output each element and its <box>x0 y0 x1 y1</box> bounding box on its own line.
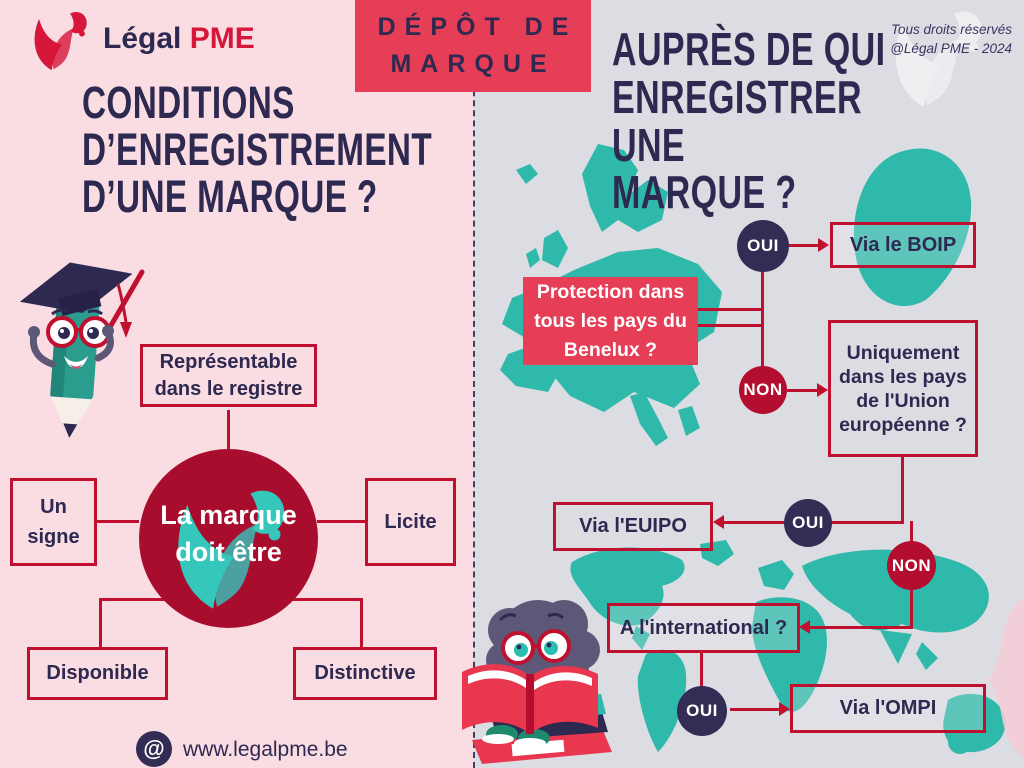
connector-line <box>730 708 782 711</box>
topic-badge-label: DÉPÔT DE MARQUE <box>377 13 578 78</box>
connector-line <box>700 653 703 686</box>
answer-euipo-box: Via l'EUIPO <box>553 502 713 551</box>
website-link[interactable]: www.legalpme.be <box>183 738 348 761</box>
arrowhead-icon <box>799 620 810 634</box>
condition-disponible-box: Disponible <box>27 647 168 700</box>
pencil-mascot-illustration <box>19 262 145 438</box>
pink-wave-graphic <box>988 598 1024 758</box>
condition-signe-box: Un signe <box>10 478 97 566</box>
at-icon: @ <box>136 731 172 767</box>
question-international-box: A l'international ? <box>607 603 800 653</box>
connector-line <box>761 270 764 368</box>
brain-mascot-illustration <box>462 600 612 764</box>
answer-boip-box: Via le BOIP <box>830 222 976 268</box>
connector-line <box>901 457 904 523</box>
condition-representable-box: Représentable dans le registre <box>140 344 317 407</box>
left-title: CONDITIONS D’ENREGISTREMENT D’UNE MARQUE… <box>82 77 433 222</box>
connector-line <box>787 389 820 392</box>
connector-line <box>910 590 913 629</box>
arrowhead-icon <box>817 383 828 397</box>
connector-line <box>830 521 904 524</box>
connector-line <box>698 324 764 327</box>
connector-line <box>317 520 365 523</box>
connector-line <box>99 598 102 647</box>
connector-line <box>808 626 913 629</box>
right-title: AUPRÈS DE QUI ENREGISTRER UNE MARQUE ? <box>612 23 886 219</box>
condition-distinctive-box: Distinctive <box>293 647 437 700</box>
connector-line <box>227 410 230 449</box>
connector-line <box>788 244 821 247</box>
answer-ompi-box: Via l'OMPI <box>790 684 986 733</box>
arrowhead-icon <box>713 515 724 529</box>
connector-line <box>360 598 363 647</box>
question-eu-box: Uniquement dans les pays de l'Union euro… <box>828 320 978 457</box>
connector-line <box>97 520 139 523</box>
oui-chip: OUI <box>737 220 789 272</box>
arrowhead-icon <box>818 238 829 252</box>
connector-line <box>722 521 784 524</box>
brand-name-accent: PME <box>189 22 255 55</box>
oui-chip: OUI <box>784 499 832 547</box>
dashed-divider <box>473 0 475 768</box>
oui-chip: OUI <box>677 686 727 736</box>
connector-line <box>698 308 764 311</box>
arrowhead-icon <box>779 702 790 716</box>
topic-badge: DÉPÔT DE MARQUE <box>355 0 591 92</box>
brand-bird-logo-icon <box>34 11 87 71</box>
world-map-graphic <box>570 540 1006 754</box>
condition-licite-box: Licite <box>365 478 456 566</box>
brand-name-primary: Légal <box>103 22 182 55</box>
question-benelux-box: Protection dans tous les pays du Benelux… <box>523 277 698 365</box>
central-circle: La marque doit être <box>139 449 318 628</box>
brand-name: Légal PME <box>103 22 255 56</box>
copyright-note: Tous droits réservés @Légal PME - 2024 <box>890 22 1012 56</box>
non-chip: NON <box>887 541 936 590</box>
non-chip: NON <box>739 366 787 414</box>
connector-line <box>910 521 913 543</box>
central-circle-label: La marque doit être <box>160 500 297 567</box>
